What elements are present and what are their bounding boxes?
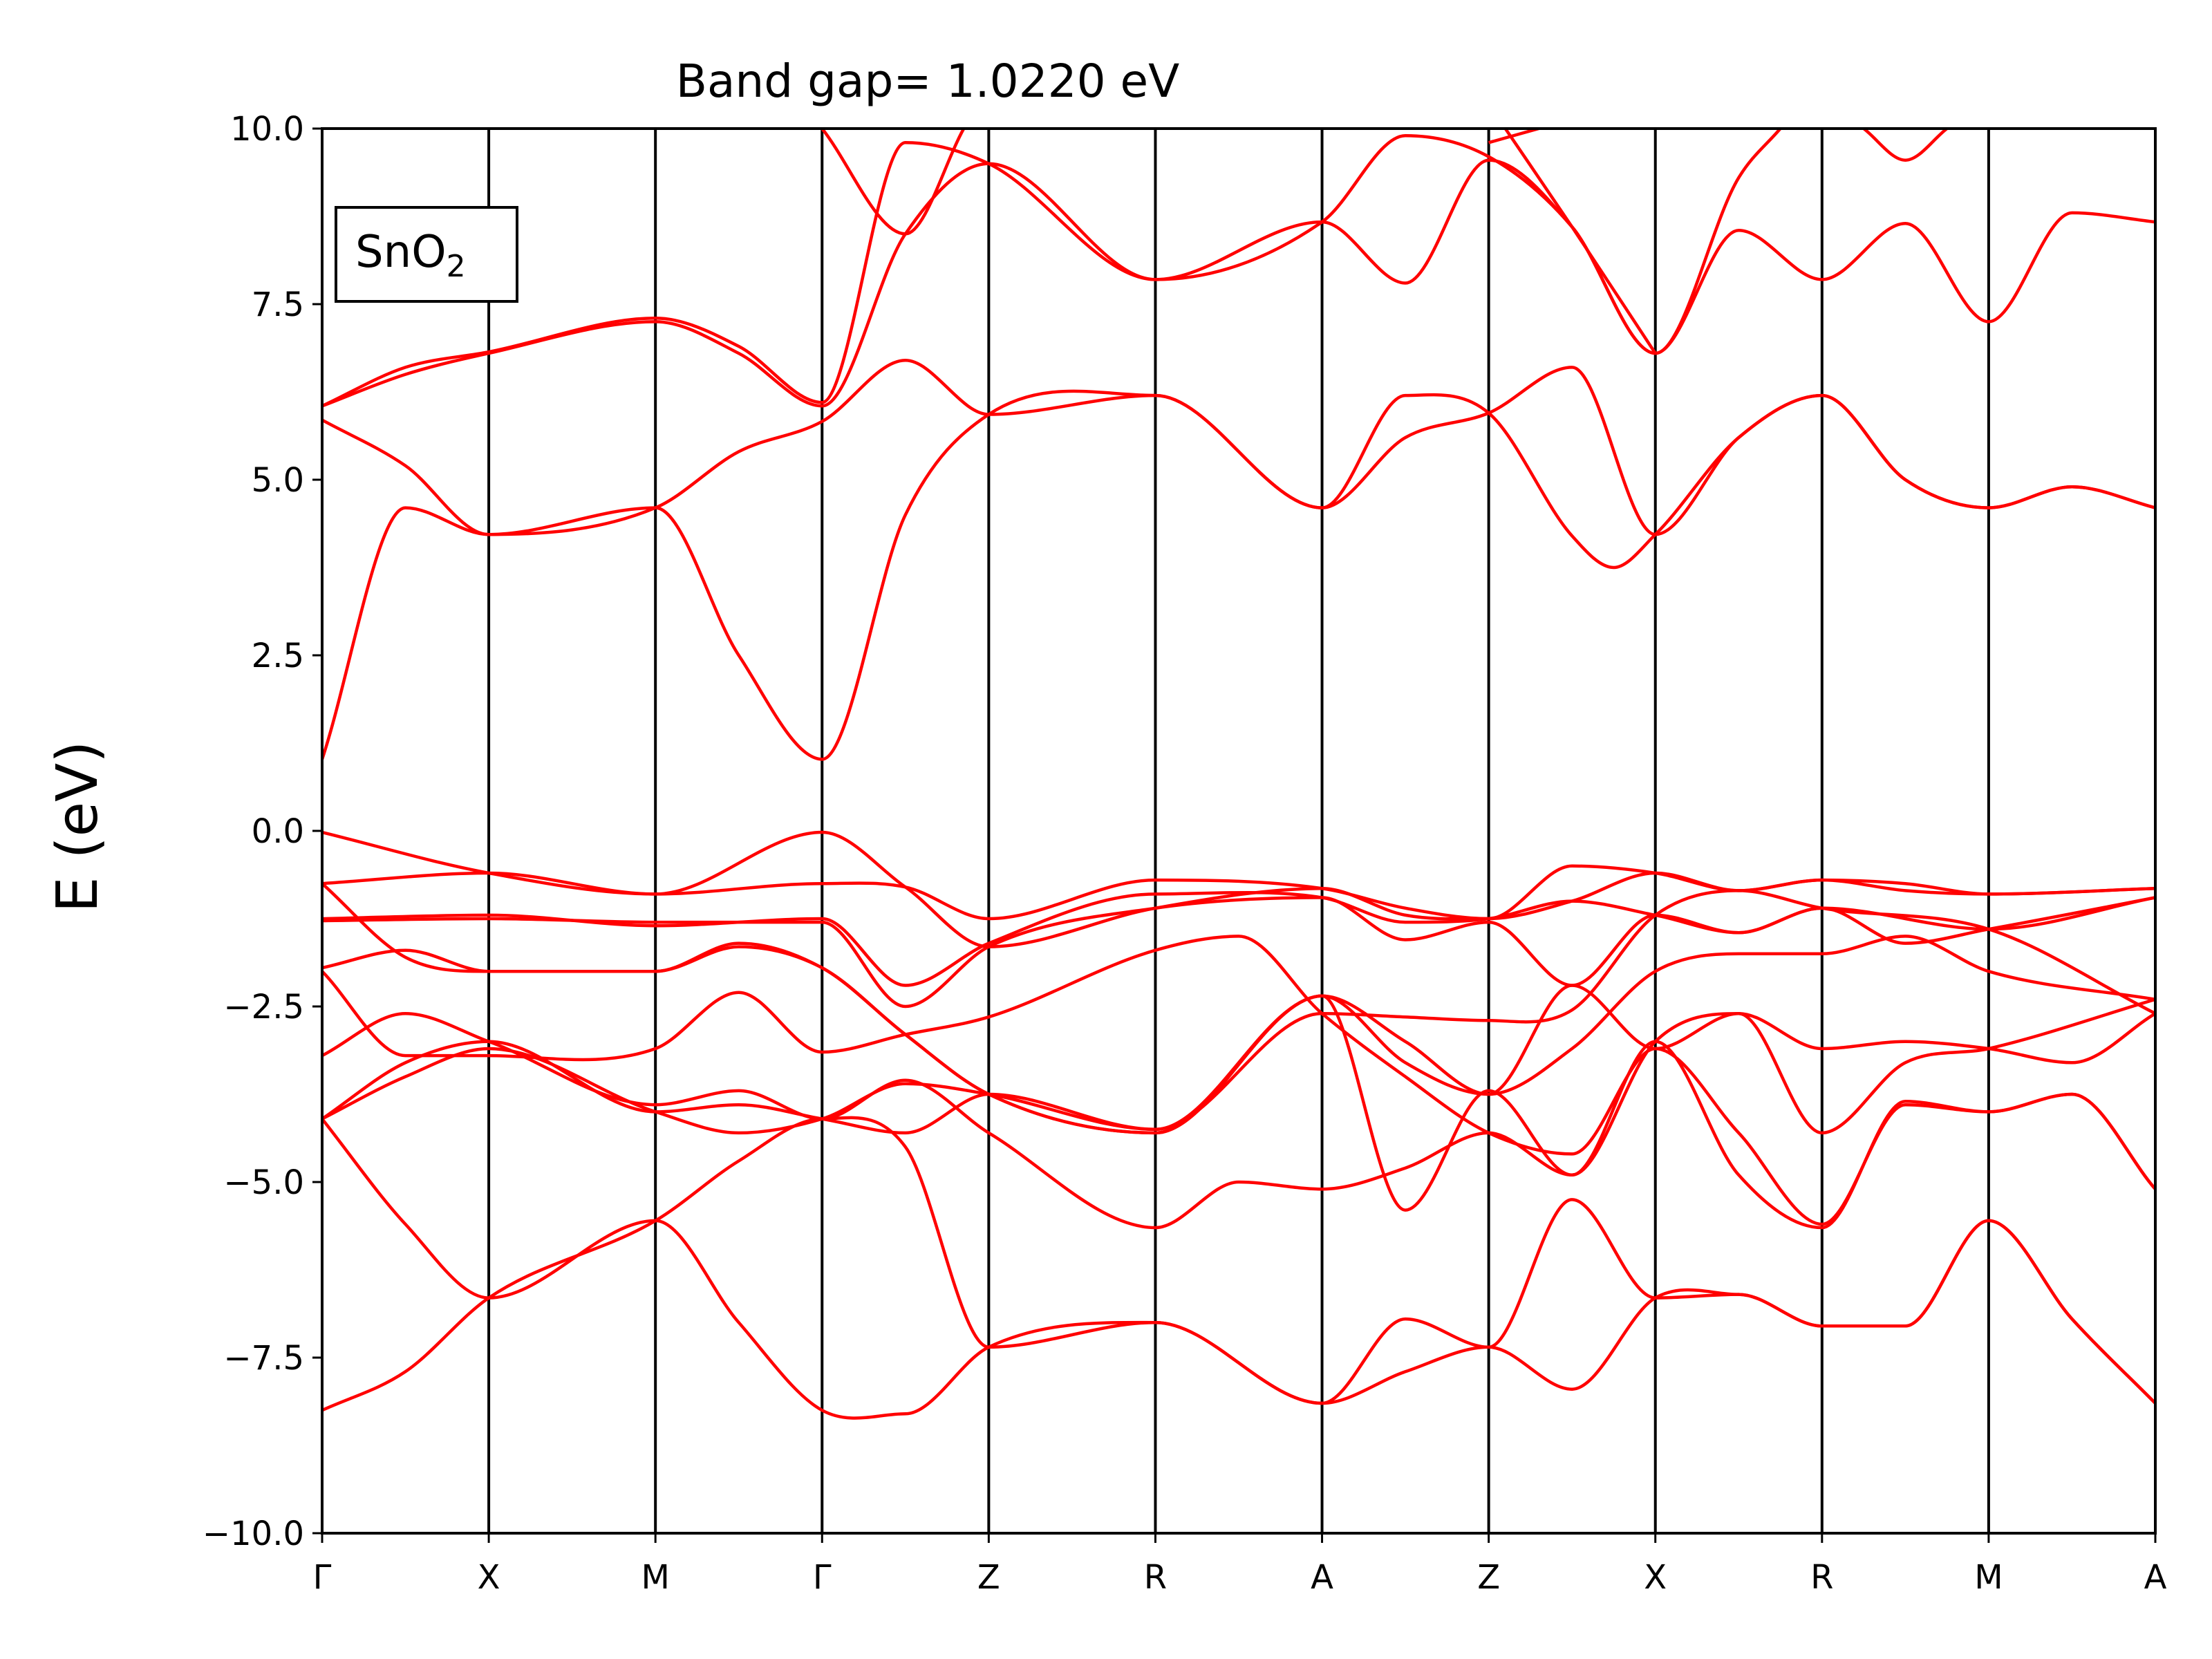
y-axis-ticks: −10.0 −7.5 −5.0 −2.5 0.0 2.5 5.0 7.5 10.0 bbox=[203, 110, 322, 1553]
x-tick-label: A bbox=[2144, 1558, 2167, 1597]
band-line bbox=[322, 1116, 2155, 1412]
band-line bbox=[322, 1011, 2155, 1230]
band-line bbox=[821, 129, 966, 236]
legend-frame bbox=[335, 206, 518, 303]
y-tick-label: −10.0 bbox=[203, 1515, 304, 1553]
x-tick-label: A bbox=[1311, 1558, 1333, 1597]
band-line bbox=[1862, 129, 1948, 162]
band-line bbox=[322, 896, 2155, 1009]
y-tick-label: 2.5 bbox=[252, 637, 304, 675]
legend-label: SnO2 bbox=[355, 227, 466, 284]
x-tick-label: X bbox=[1644, 1558, 1667, 1597]
band-line bbox=[322, 129, 1782, 408]
y-tick-label: −7.5 bbox=[223, 1339, 304, 1378]
y-tick-label: 5.0 bbox=[252, 461, 304, 500]
x-tick-label: Z bbox=[977, 1558, 1000, 1597]
k-path-vertical-lines bbox=[487, 129, 1990, 1533]
band-line bbox=[322, 359, 2155, 536]
band-line bbox=[322, 994, 2155, 1212]
y-tick-label: −2.5 bbox=[223, 988, 304, 1027]
legend-box: SnO2 bbox=[335, 206, 518, 303]
x-tick-label: Γ bbox=[813, 1558, 832, 1597]
x-tick-label: R bbox=[1810, 1558, 1833, 1597]
band-lines bbox=[322, 129, 2155, 1420]
x-tick-label: X bbox=[478, 1558, 500, 1597]
x-tick-label: Z bbox=[1477, 1558, 1500, 1597]
band-line bbox=[1503, 129, 1657, 355]
y-tick-label: −5.0 bbox=[223, 1163, 304, 1202]
band-line bbox=[322, 158, 2155, 408]
x-tick-label: M bbox=[641, 1558, 669, 1597]
x-tick-label: R bbox=[1144, 1558, 1167, 1597]
x-tick-label: M bbox=[1974, 1558, 2003, 1597]
band-line bbox=[322, 871, 2155, 921]
y-axis-label: E (eV) bbox=[45, 741, 111, 912]
legend-subscript: 2 bbox=[447, 249, 466, 284]
y-tick-label: 0.0 bbox=[252, 812, 304, 851]
y-tick-label: 10.0 bbox=[230, 110, 304, 149]
band-line bbox=[322, 889, 2155, 1135]
y-tick-label: 7.5 bbox=[252, 285, 304, 324]
x-tick-label: Γ bbox=[313, 1558, 332, 1597]
chart-title: Band gap= 1.0220 eV bbox=[676, 55, 1180, 108]
legend-formula: SnO bbox=[355, 227, 447, 278]
